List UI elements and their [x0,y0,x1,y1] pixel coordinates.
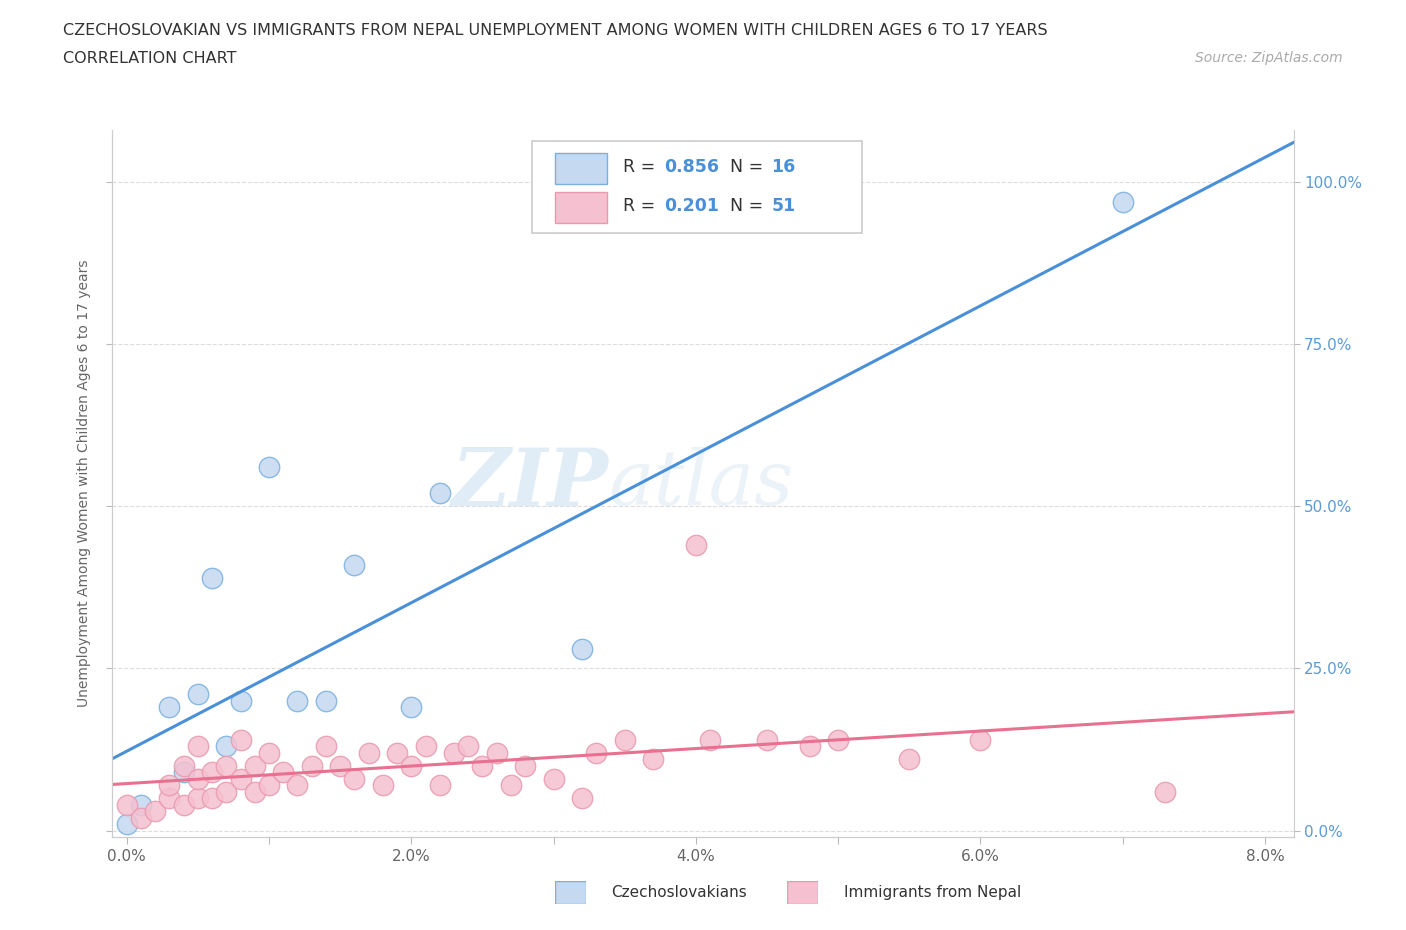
Point [699,732,721,747]
Point [157,777,180,792]
Point [173,764,195,779]
Point [471,758,494,773]
Point [115,797,138,812]
Point [513,758,536,773]
Point [129,797,152,812]
Point [343,771,366,786]
Point [898,751,921,766]
Point [756,732,779,747]
Point [201,790,224,805]
Text: CORRELATION CHART: CORRELATION CHART [63,51,236,66]
Text: 0.201: 0.201 [664,197,718,215]
Point [201,570,224,585]
Point [499,777,522,792]
Point [229,771,252,786]
Point [543,771,565,786]
Text: CZECHOSLOVAKIAN VS IMMIGRANTS FROM NEPAL UNEMPLOYMENT AMONG WOMEN WITH CHILDREN : CZECHOSLOVAKIAN VS IMMIGRANTS FROM NEPAL… [63,23,1047,38]
Point [613,732,636,747]
Point [215,784,238,799]
Point [415,738,437,753]
Y-axis label: Unemployment Among Women with Children Ages 6 to 17 years: Unemployment Among Women with Children A… [77,259,91,708]
Point [329,758,352,773]
Point [173,758,195,773]
Text: ZIP: ZIP [451,445,609,523]
Text: Immigrants from Nepal: Immigrants from Nepal [844,885,1021,900]
Text: 51: 51 [772,197,796,215]
Point [229,732,252,747]
Point [257,745,280,760]
Point [1112,194,1135,209]
Point [343,557,366,572]
Point [287,694,309,709]
Point [187,771,209,786]
Point [115,817,138,831]
FancyBboxPatch shape [531,140,862,232]
Bar [555,193,607,223]
Text: Czechoslovakians: Czechoslovakians [612,885,748,900]
Bar [555,153,607,184]
Point [571,790,593,805]
Point [429,777,451,792]
Point [243,758,266,773]
Point [187,738,209,753]
Text: atlas: atlas [609,446,794,521]
Point [315,738,337,753]
Text: N =: N = [730,197,769,215]
Point [371,777,394,792]
Text: R =: R = [623,197,661,215]
Point [271,764,294,779]
Point [485,745,508,760]
Point [301,758,323,773]
Point [243,784,266,799]
Point [643,751,665,766]
Point [685,538,707,552]
Point [215,758,238,773]
Point [287,777,309,792]
Point [799,738,821,753]
Point [827,732,849,747]
Point [187,790,209,805]
Point [401,758,423,773]
Text: 16: 16 [772,158,796,177]
Point [157,790,180,805]
Text: 0.856: 0.856 [664,158,718,177]
Point [457,738,479,753]
Point [129,810,152,825]
Point [187,687,209,702]
Point [1154,784,1177,799]
Point [315,694,337,709]
Text: R =: R = [623,158,661,177]
Point [571,642,593,657]
Point [357,745,380,760]
Point [229,694,252,709]
Point [143,804,166,818]
Point [585,745,607,760]
Point [385,745,408,760]
Text: N =: N = [730,158,769,177]
Point [201,764,224,779]
Point [157,700,180,715]
Point [173,797,195,812]
Point [257,460,280,475]
Point [443,745,465,760]
Point [401,700,423,715]
Text: Source: ZipAtlas.com: Source: ZipAtlas.com [1195,51,1343,65]
Point [215,738,238,753]
Point [257,777,280,792]
Point [969,732,991,747]
Point [429,485,451,500]
